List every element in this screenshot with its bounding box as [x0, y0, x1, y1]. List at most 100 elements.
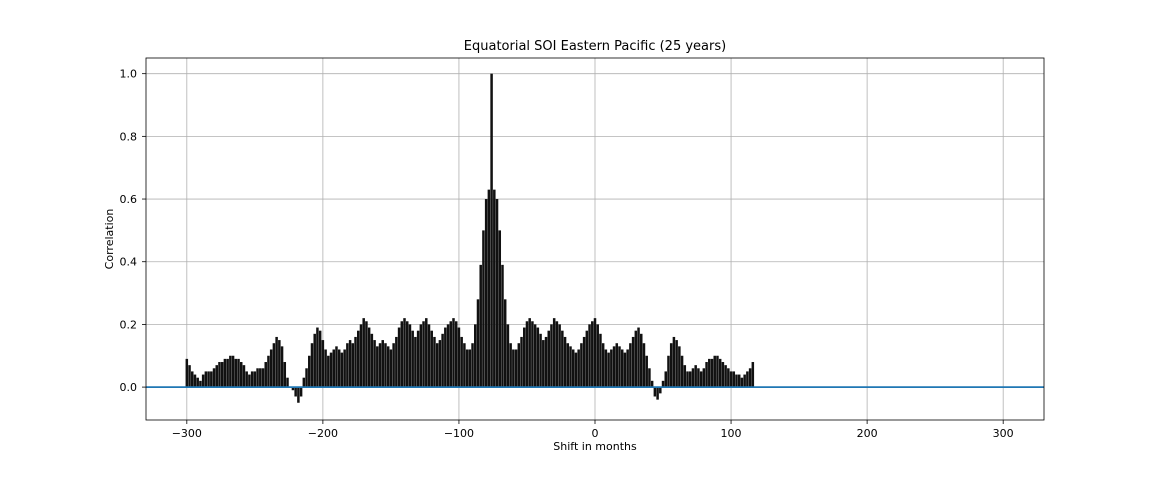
bar [544, 336, 548, 388]
bar [740, 377, 744, 388]
bar [669, 343, 673, 388]
bar [283, 362, 287, 388]
bar [318, 330, 322, 388]
bar [484, 199, 488, 388]
bar [267, 355, 270, 388]
bar [495, 199, 499, 388]
bar [351, 343, 355, 388]
bar [463, 343, 466, 388]
bar [498, 230, 502, 388]
bar [433, 336, 436, 388]
x-tick-label: 200 [857, 427, 878, 440]
x-tick-label: 100 [721, 427, 742, 440]
bar [620, 349, 624, 388]
bar [196, 377, 199, 388]
bar [629, 343, 632, 388]
bar [444, 327, 447, 388]
bar [308, 355, 311, 388]
y-tick-label: 0.6 [120, 193, 138, 206]
bar [705, 362, 708, 388]
bar [552, 318, 556, 388]
bar [691, 368, 695, 388]
bar [680, 355, 684, 388]
bar [566, 343, 570, 388]
bar [653, 387, 657, 397]
bar [226, 358, 229, 388]
bar [253, 371, 257, 388]
bar [604, 349, 608, 388]
bars [185, 73, 755, 403]
bar [245, 371, 248, 388]
bar [378, 343, 382, 388]
bar [694, 365, 697, 388]
bar [207, 371, 210, 388]
bar [199, 380, 202, 388]
x-tick-label: −100 [444, 427, 474, 440]
bar [588, 324, 591, 388]
bar [264, 362, 267, 388]
bar [558, 324, 561, 388]
bar [637, 327, 640, 388]
bar [599, 333, 602, 388]
bar [699, 371, 703, 388]
bar [672, 336, 676, 388]
bar [427, 324, 431, 388]
bar [517, 343, 521, 388]
bar [476, 299, 480, 388]
bar [542, 340, 545, 388]
bar [520, 336, 523, 388]
bar [403, 318, 406, 388]
bar [185, 358, 189, 388]
bar [337, 349, 341, 388]
bar [395, 336, 398, 388]
bar [408, 324, 412, 388]
x-tick-label: 0 [592, 427, 599, 440]
bar [460, 336, 463, 388]
bar [555, 321, 559, 388]
bar [248, 374, 251, 388]
y-axis-label: Correlation [103, 209, 116, 270]
bar [536, 327, 540, 388]
bar [218, 362, 221, 388]
bar [634, 330, 638, 388]
bar [675, 340, 678, 388]
bar [239, 362, 243, 388]
bar [269, 349, 273, 388]
bar [411, 330, 414, 388]
bar [686, 371, 689, 388]
bar [452, 318, 455, 388]
bar [571, 349, 575, 388]
bar [618, 346, 621, 388]
bar [302, 377, 306, 388]
bar [718, 358, 722, 388]
bar [569, 346, 572, 388]
bar [261, 368, 265, 388]
bar [724, 365, 727, 388]
bar [640, 333, 643, 388]
bar [525, 321, 529, 388]
bar [582, 336, 586, 388]
bar [479, 264, 482, 388]
bar [503, 299, 507, 388]
bar [313, 333, 316, 388]
bar [210, 371, 213, 388]
bar [465, 349, 469, 388]
bar [501, 264, 504, 388]
bar [400, 321, 404, 388]
x-tick-label: −200 [308, 427, 338, 440]
bar [397, 327, 401, 388]
bar [373, 340, 376, 388]
bar [751, 362, 755, 388]
bar [435, 343, 439, 388]
bar [422, 321, 425, 388]
bar [746, 371, 749, 388]
bar [367, 327, 371, 388]
bar [506, 324, 510, 388]
bar [229, 355, 232, 388]
bar [220, 362, 224, 388]
bar [357, 330, 360, 388]
bar [659, 387, 662, 394]
bar [623, 352, 627, 388]
